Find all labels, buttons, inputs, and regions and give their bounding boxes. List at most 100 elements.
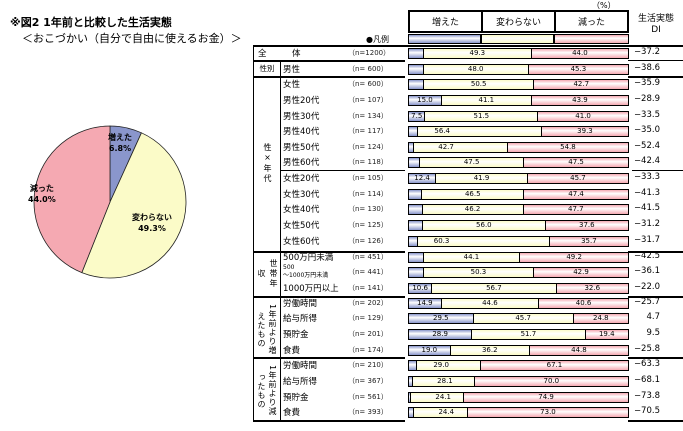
- segment-decreased: 49.2: [520, 253, 628, 262]
- stacked-bar: 6.2 46.2 47.7: [408, 204, 629, 215]
- data-label: 54.8: [560, 143, 576, 151]
- data-label: 46.2: [464, 205, 481, 213]
- segment-unchanged: 50.5: [423, 80, 535, 89]
- stacked-bar: 2.442.754.8: [408, 142, 629, 153]
- data-label: 46.5: [464, 190, 481, 198]
- header-increased: 増えた: [408, 10, 481, 33]
- row-label: 男性30代: [283, 112, 320, 122]
- segment-increased: 29.5: [409, 314, 474, 323]
- segment-decreased: 42.9: [534, 268, 628, 277]
- pie-slice: [33, 125, 111, 274]
- segment-unchanged: 50.3: [423, 268, 535, 277]
- divider: [628, 296, 683, 298]
- divider: [253, 296, 405, 298]
- segment-increased: 6.8: [409, 268, 438, 277]
- data-label: 41.0: [575, 112, 591, 120]
- segment-increased: 6.8: [409, 80, 438, 89]
- segment-increased: 6.2: [409, 205, 437, 214]
- data-label: 24.8: [593, 314, 609, 322]
- divider: [628, 357, 683, 359]
- stacked-bar: 19.0 36.2 44.8: [408, 345, 629, 356]
- segment-unchanged: 56.0: [423, 221, 546, 230]
- stacked-bar: 1.124.174.9: [408, 392, 629, 403]
- row-label: 女性40代: [283, 205, 320, 215]
- data-label: 67.1: [546, 361, 563, 369]
- data-label: 56.7: [486, 284, 502, 292]
- data-label: 15.0: [417, 96, 433, 104]
- segment-unchanged: 42.7: [414, 143, 508, 152]
- figure-subtitle: ＜おこづかい（自分で自由に使えるお金）＞: [22, 32, 242, 45]
- pie-label-name: 変わらない: [132, 213, 172, 222]
- segment-increased: 15.0: [409, 96, 442, 105]
- row-label: 給与所得: [283, 377, 318, 387]
- di-value: −28.9: [633, 94, 660, 104]
- pie-label-value: 6.8%: [108, 144, 132, 153]
- stacked-bar: 14.9 44.6 40.6: [408, 298, 629, 309]
- segment-unchanged: 46.5: [422, 190, 525, 199]
- data-label: 24.4: [438, 408, 455, 416]
- sample-size: （n= 130）: [348, 205, 388, 213]
- stacked-bar: 6.7 48.0 45.3: [408, 64, 629, 75]
- sample-size: （n= 129）: [348, 314, 388, 322]
- segment-unchanged: 44.6: [441, 299, 540, 308]
- segment-decreased: 47.7: [523, 205, 628, 214]
- segment-decreased: 24.8: [573, 314, 628, 323]
- data-label: 70.0: [543, 377, 560, 385]
- segment-unchanged: 28.1: [413, 377, 475, 386]
- stacked-bar: 15.0 41.1 43.9: [408, 95, 629, 106]
- stacked-bar: 2.524.473.0: [408, 407, 629, 418]
- divider: [253, 45, 683, 47]
- sample-size: （n= 600）: [348, 65, 388, 73]
- data-label: 24.1: [435, 393, 451, 401]
- di-value: −31.2: [633, 219, 660, 229]
- segment-unchanged: 29.0: [417, 361, 481, 370]
- segment-decreased: 41.0: [538, 112, 628, 121]
- segment-unchanged: 47.5: [420, 158, 525, 167]
- divider: [253, 357, 405, 359]
- segment-unchanged: 41.9: [436, 174, 528, 183]
- data-label: 19.4: [598, 330, 615, 338]
- segment-decreased: 44.8: [529, 346, 628, 355]
- sample-size: （n= 201）: [348, 330, 388, 338]
- row-label: 労働時間: [283, 361, 318, 371]
- group-label: 世帯年収: [257, 258, 278, 289]
- data-label: 51.5: [473, 112, 490, 120]
- sample-size: （n= 367）: [348, 377, 388, 385]
- data-label: 44.0: [572, 49, 588, 57]
- pie-label-value: 49.3%: [138, 224, 166, 233]
- segment-increased: 5.1: [409, 158, 434, 167]
- data-label: 36.2: [481, 346, 498, 354]
- data-label: 47.7: [568, 205, 584, 213]
- di-value: −25.8: [633, 344, 660, 354]
- pie-chart: [33, 125, 187, 279]
- data-label: 41.1: [478, 96, 495, 104]
- data-label: 60.3: [433, 237, 450, 245]
- segment-decreased: 32.6: [556, 284, 628, 293]
- data-label: 43.9: [572, 96, 588, 104]
- group-label: 1年前より増えたもの: [257, 304, 277, 356]
- data-label: 42.9: [573, 268, 589, 276]
- segment-unchanged: 41.1: [441, 96, 532, 105]
- stacked-bar: 4.060.3 35.7: [408, 236, 629, 247]
- data-label: 12.4: [414, 174, 430, 182]
- segment-increased: 4.0: [409, 237, 432, 246]
- data-label: 42.7: [573, 80, 590, 88]
- sample-size: （n=1200）: [348, 49, 391, 57]
- data-label: 74.9: [538, 393, 554, 401]
- row-label: 男性40代: [283, 127, 320, 137]
- divider: [628, 251, 683, 253]
- header-unchanged: 変わらない: [481, 10, 554, 33]
- row-label: 食費: [283, 346, 301, 356]
- data-label: 10.6: [412, 284, 428, 292]
- divider: [253, 251, 405, 253]
- sample-size: （n= 125）: [348, 221, 388, 229]
- row-label: 女性: [283, 80, 301, 90]
- data-label: 41.9: [473, 174, 490, 182]
- data-label: 28.1: [437, 377, 453, 385]
- data-label: 44.8: [571, 346, 587, 354]
- segment-decreased: 35.7: [549, 237, 628, 246]
- data-label: 44.6: [482, 299, 498, 307]
- data-label: 32.6: [584, 284, 601, 292]
- stacked-bar: 6.4 56.0 37.6: [408, 220, 629, 231]
- di-value: −68.1: [633, 375, 660, 385]
